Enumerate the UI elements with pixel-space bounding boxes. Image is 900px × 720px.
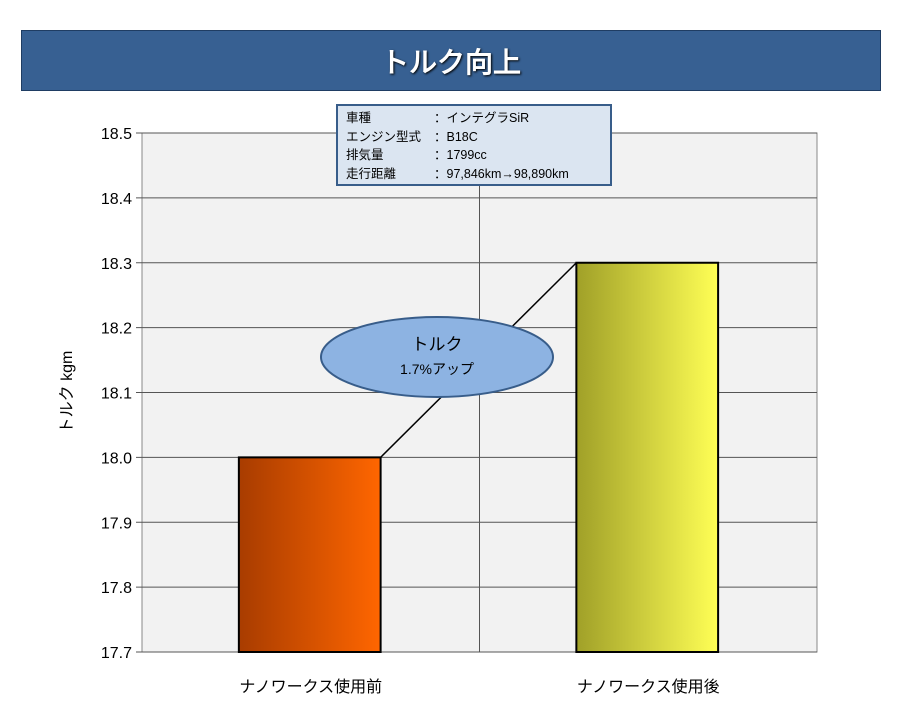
info-key: エンジン型式 xyxy=(346,129,422,144)
y-tick-label: 18.2 xyxy=(101,321,132,338)
y-tick-label: 17.9 xyxy=(101,515,132,532)
annotation-line2: 1.7%アップ xyxy=(400,361,474,377)
bar xyxy=(575,261,720,653)
info-value: ：97,846km→98,890km xyxy=(434,166,569,181)
info-key: 走行距離 xyxy=(346,166,397,181)
info-row: 車種 ：インテグラSiR xyxy=(346,109,602,128)
vehicle-info-box: 車種 ：インテグラSiR エンジン型式 ：B18C 排気量 ：1799cc 走行距離 ：… xyxy=(336,104,612,186)
y-axis-label: トルク kgm xyxy=(58,351,76,434)
annotation-line1: トルク xyxy=(412,335,463,354)
annotation-ellipse xyxy=(320,316,554,398)
info-row: 走行距離 ：97,846km→98,890km xyxy=(346,165,602,184)
bar xyxy=(237,456,382,653)
y-tick-label: 18.3 xyxy=(101,256,132,273)
chart-title: トルク向上 xyxy=(21,30,881,91)
y-tick-label: 17.7 xyxy=(101,645,132,662)
annotation-callout: トルク 1.7%アップ xyxy=(320,316,554,398)
y-tick-label: 17.8 xyxy=(101,580,132,597)
info-key: 排気量 xyxy=(346,148,384,162)
info-row: 排気量 ：1799cc xyxy=(346,146,602,165)
info-row: エンジン型式 ：B18C xyxy=(346,128,602,147)
info-value: ：インテグラSiR xyxy=(434,111,530,125)
x-tick-label: ナノワークス使用前 xyxy=(239,678,382,696)
y-tick-label: 18.4 xyxy=(101,191,132,208)
info-value: ：B18C xyxy=(434,129,478,144)
y-tick-label: 18.5 xyxy=(101,126,132,143)
x-tick-label: ナノワークス使用後 xyxy=(577,678,720,696)
info-key: 車種 xyxy=(346,111,372,125)
info-value: ：1799cc xyxy=(434,148,487,162)
y-tick-label: 18.0 xyxy=(101,450,132,467)
y-tick-label: 18.1 xyxy=(101,386,132,403)
